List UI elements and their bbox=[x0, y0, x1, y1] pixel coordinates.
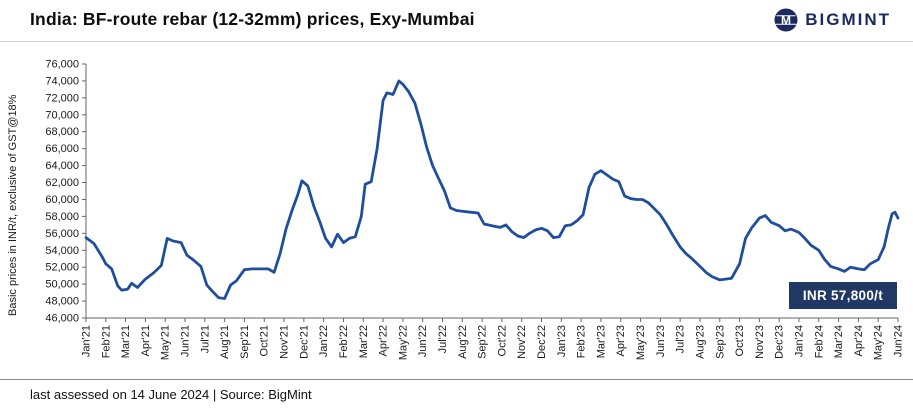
x-tick-label: May'23 bbox=[635, 325, 647, 360]
price-chart: Basic prices in INR/t, exclusive of GST@… bbox=[0, 42, 913, 377]
x-tick-label: Sep'23 bbox=[714, 325, 726, 359]
x-tick-label: Mar'21 bbox=[120, 325, 132, 358]
x-tick-label: Jun'24 bbox=[893, 325, 905, 357]
svg-text:M: M bbox=[781, 14, 791, 28]
footer: last assessed on 14 June 2024 | Source: … bbox=[0, 379, 913, 408]
x-tick-label: Feb'24 bbox=[813, 325, 825, 358]
latest-price-badge: INR 57,800/t bbox=[788, 282, 897, 309]
y-tick-label: 52,000 bbox=[45, 262, 79, 274]
x-tick-label: Feb'23 bbox=[576, 325, 588, 358]
y-tick-label: 62,000 bbox=[45, 177, 79, 189]
y-tick-label: 76,000 bbox=[45, 59, 79, 71]
x-tick-label: Mar'22 bbox=[358, 325, 370, 358]
y-tick-label: 66,000 bbox=[45, 143, 79, 155]
y-tick-label: 60,000 bbox=[45, 194, 79, 206]
header: India: BF-route rebar (12-32mm) prices, … bbox=[0, 0, 913, 42]
y-tick-label: 72,000 bbox=[45, 92, 79, 104]
x-tick-label: Nov'21 bbox=[279, 325, 291, 359]
y-tick-label: 54,000 bbox=[45, 245, 79, 257]
x-tick-label: Jul'21 bbox=[199, 325, 211, 353]
x-tick-label: Jul'22 bbox=[437, 325, 449, 353]
y-tick-label: 58,000 bbox=[45, 211, 79, 223]
footer-source-text: last assessed on 14 June 2024 | Source: … bbox=[30, 387, 312, 402]
y-tick-label: 74,000 bbox=[45, 75, 79, 87]
y-tick-label: 48,000 bbox=[45, 296, 79, 308]
x-tick-label: Dec'22 bbox=[536, 325, 548, 359]
x-tick-label: Jan'24 bbox=[793, 325, 805, 357]
x-tick-label: Jan'22 bbox=[318, 325, 330, 357]
price-series-line bbox=[84, 79, 900, 300]
page-title: India: BF-route rebar (12-32mm) prices, … bbox=[30, 9, 475, 29]
x-tick-label: Dec'23 bbox=[774, 325, 786, 359]
x-tick-label: Jun'23 bbox=[655, 325, 667, 357]
x-tick-label: Oct'21 bbox=[259, 325, 271, 356]
x-tick-label: Jul'23 bbox=[675, 325, 687, 353]
y-tick-label: 64,000 bbox=[45, 160, 79, 172]
x-tick-label: Jan'23 bbox=[556, 325, 568, 357]
x-tick-label: Apr'23 bbox=[615, 325, 627, 356]
y-tick-label: 56,000 bbox=[45, 228, 79, 240]
x-tick-label: Mar'23 bbox=[595, 325, 607, 358]
x-tick-label: Aug'22 bbox=[457, 325, 469, 359]
x-tick-label: Oct'23 bbox=[734, 325, 746, 356]
x-tick-label: Jan'21 bbox=[81, 325, 93, 357]
x-tick-label: Feb'21 bbox=[100, 325, 112, 358]
x-tick-label: May'22 bbox=[397, 325, 409, 360]
x-tick-label: Dec'21 bbox=[298, 325, 310, 359]
y-axis-label: Basic prices in INR/t, exclusive of GST@… bbox=[7, 94, 19, 316]
x-tick-label: Jun'22 bbox=[417, 325, 429, 357]
bigmint-globe-icon: M bbox=[774, 8, 798, 32]
x-tick-label: Nov'23 bbox=[754, 325, 766, 359]
x-tick-label: May'21 bbox=[160, 325, 172, 360]
x-tick-label: Sep'22 bbox=[477, 325, 489, 359]
x-tick-label: Apr'21 bbox=[140, 325, 152, 356]
y-tick-label: 68,000 bbox=[45, 126, 79, 138]
x-tick-label: Aug'23 bbox=[694, 325, 706, 359]
y-tick-label: 70,000 bbox=[45, 109, 79, 121]
y-tick-label: 50,000 bbox=[45, 279, 79, 291]
x-tick-label: Oct'22 bbox=[496, 325, 508, 356]
x-tick-label: Aug'21 bbox=[219, 325, 231, 359]
x-tick-label: Apr'24 bbox=[853, 325, 865, 356]
x-tick-label: Apr'22 bbox=[378, 325, 390, 356]
bigmint-logo: M BIGMINT bbox=[773, 7, 891, 33]
x-tick-label: Feb'22 bbox=[338, 325, 350, 358]
y-tick-label: 46,000 bbox=[45, 313, 79, 325]
x-tick-label: May'24 bbox=[873, 325, 885, 360]
x-tick-label: Nov'22 bbox=[516, 325, 528, 359]
x-tick-label: Sep'21 bbox=[239, 325, 251, 359]
price-line-chart-canvas: 46,000 48,000 50,000 52,000 54,000 56,000 58,0… bbox=[45, 59, 905, 361]
x-tick-label: Mar'24 bbox=[833, 325, 845, 358]
x-tick-label: Jun'21 bbox=[180, 325, 192, 357]
bigmint-wordmark: BIGMINT bbox=[805, 10, 891, 29]
